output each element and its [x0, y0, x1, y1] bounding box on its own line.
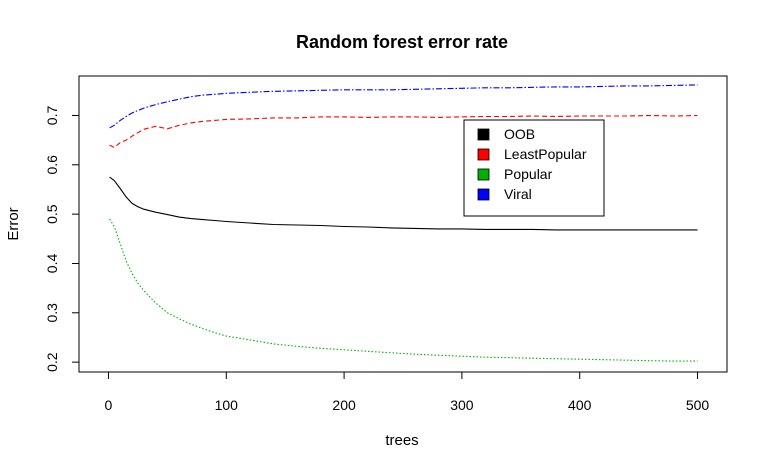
legend: OOB LeastPopular Popular Viral	[463, 119, 605, 217]
y-axis-label: Error	[5, 207, 22, 240]
legend-swatch-viral	[477, 188, 490, 201]
series-line-viral	[109, 84, 698, 129]
y-tick-label: 0.3	[44, 303, 60, 323]
series-layer	[109, 84, 698, 362]
series-line-popular	[109, 218, 698, 362]
x-tick-label: 500	[686, 397, 710, 413]
y-tick-label: 0.6	[44, 155, 60, 175]
legend-label-oob: OOB	[504, 126, 535, 142]
x-tick-label: 0	[105, 397, 113, 413]
x-tick-label: 300	[450, 397, 474, 413]
legend-swatch-popular	[477, 168, 490, 181]
legend-label-popular: Popular	[504, 166, 553, 182]
y-axis: 0.2 0.3 0.4 0.5 0.6 0.7	[44, 106, 80, 372]
y-tick-label: 0.5	[44, 204, 60, 224]
legend-swatch-leastpopular	[477, 148, 490, 161]
x-tick-label: 100	[215, 397, 239, 413]
plot-frame	[78, 75, 728, 373]
x-tick-label: 400	[568, 397, 592, 413]
series-line-oob	[109, 176, 698, 231]
chart-title: Random forest error rate	[296, 32, 508, 52]
legend-swatch-oob	[477, 128, 490, 141]
y-tick-label: 0.7	[44, 106, 60, 126]
x-tick-label: 200	[332, 397, 356, 413]
y-tick-label: 0.4	[44, 254, 60, 274]
legend-label-viral: Viral	[504, 186, 532, 202]
x-axis-label: trees	[385, 432, 418, 449]
legend-label-leastpopular: LeastPopular	[504, 146, 587, 162]
x-axis: 0 100 200 300 400 500	[105, 371, 710, 413]
y-tick-label: 0.2	[44, 352, 60, 372]
series-line-leastpopular	[109, 114, 698, 149]
